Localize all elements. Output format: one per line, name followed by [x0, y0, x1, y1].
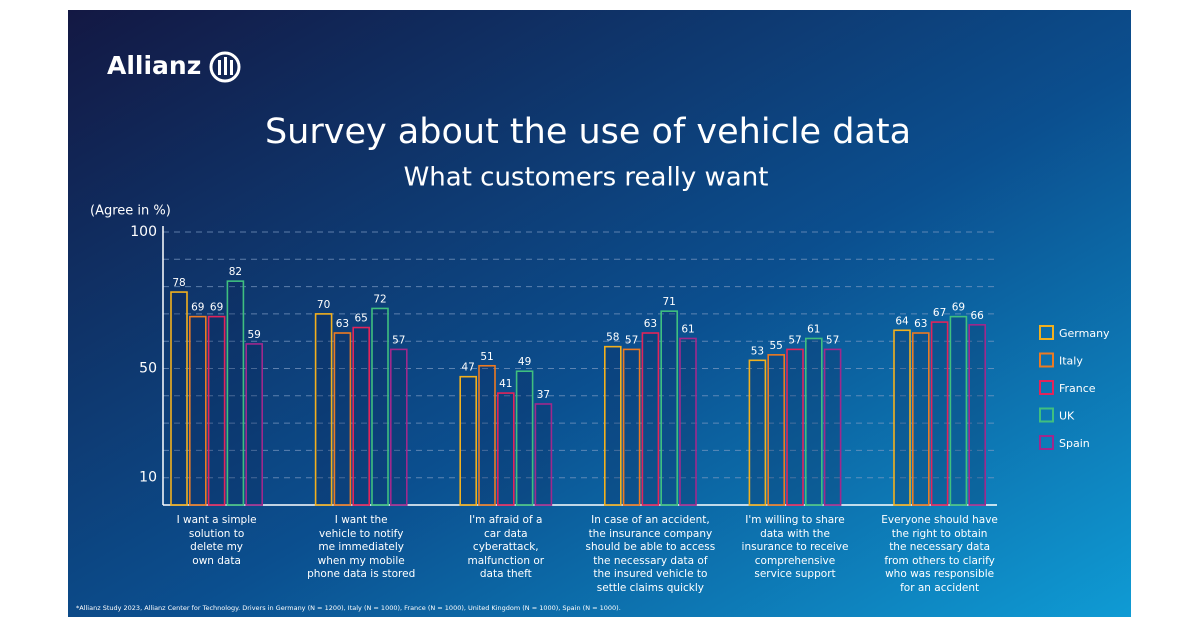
value-label: 51	[480, 351, 493, 363]
value-label: 61	[681, 323, 694, 335]
y-tick-label: 10	[139, 470, 157, 486]
value-label: 61	[807, 323, 820, 335]
y-tick-label: 100	[130, 224, 157, 240]
bar	[823, 348, 842, 506]
value-label: 69	[952, 302, 965, 314]
value-label: 57	[392, 334, 405, 346]
bar	[534, 403, 553, 506]
bar	[930, 321, 949, 506]
logo-icon	[209, 51, 241, 83]
title: Survey about the use of vehicle data	[265, 112, 911, 152]
value-label: 63	[644, 318, 657, 330]
value-label: 67	[933, 307, 946, 319]
legend-label: Spain	[1059, 437, 1090, 450]
category-label: In case of an accident, the insurance co…	[585, 514, 716, 594]
bar	[515, 370, 534, 506]
bar	[804, 337, 823, 506]
value-label: 71	[663, 296, 676, 308]
value-label: 69	[210, 302, 223, 314]
category-label: I want a simple solution to delete my ow…	[176, 514, 257, 567]
bar	[226, 280, 245, 506]
bar	[911, 332, 930, 506]
legend-swatch	[1039, 435, 1054, 450]
value-label: 70	[317, 299, 330, 311]
bar	[478, 364, 496, 506]
bar	[786, 348, 804, 506]
value-label: 82	[229, 266, 242, 278]
legend-swatch	[1039, 352, 1054, 368]
value-label: 72	[373, 293, 386, 305]
value-label: 57	[788, 334, 801, 346]
category-label: Everyone should have the right to obtain…	[881, 514, 998, 594]
value-label: 57	[826, 334, 839, 346]
value-label: 69	[191, 302, 204, 314]
bar	[352, 326, 371, 506]
value-label: 59	[248, 329, 261, 341]
bar	[189, 315, 207, 506]
bar	[622, 348, 641, 506]
bar	[459, 375, 478, 506]
value-label: 63	[914, 318, 927, 330]
value-label: 57	[625, 334, 638, 346]
value-label: 47	[462, 362, 475, 374]
value-label: 66	[971, 310, 985, 322]
bar	[371, 307, 389, 506]
bar	[748, 359, 767, 506]
legend-swatch	[1039, 380, 1054, 395]
bar	[641, 332, 660, 506]
category-label: I'm afraid of a car data cyberattack, ma…	[467, 514, 545, 581]
bar	[893, 329, 911, 506]
bar	[968, 324, 987, 506]
bar	[333, 332, 352, 506]
footnote: *Allianz Study 2023, Allianz Center for …	[76, 604, 621, 612]
legend-label: UK	[1059, 410, 1075, 423]
legend-swatch	[1039, 407, 1054, 423]
bar	[389, 348, 408, 506]
legend-label: Italy	[1059, 355, 1083, 368]
bar	[207, 315, 226, 506]
bar	[314, 313, 333, 506]
value-label: 58	[606, 332, 619, 344]
legend-swatch	[1039, 325, 1054, 340]
y-tick-label: 50	[139, 361, 157, 377]
value-label: 63	[336, 318, 349, 330]
value-label: 53	[751, 345, 764, 357]
bar	[660, 310, 679, 506]
value-label: 78	[172, 277, 185, 289]
value-label: 37	[537, 389, 550, 401]
value-label: 55	[770, 340, 783, 352]
value-label: 49	[518, 356, 531, 368]
subtitle: What customers really want	[404, 163, 769, 193]
bar	[245, 343, 263, 506]
bar	[767, 354, 786, 506]
value-label: 41	[499, 378, 512, 390]
bar	[679, 337, 697, 506]
value-label: 65	[355, 313, 368, 325]
bar	[603, 345, 622, 506]
category-label: I'm willing to share data with the insur…	[741, 514, 849, 581]
y-axis-label: (Agree in %)	[90, 204, 171, 219]
bar	[170, 291, 188, 506]
value-label: 64	[895, 315, 909, 327]
brand: Allianz	[107, 51, 201, 80]
bar	[496, 392, 515, 506]
legend-label: Germany	[1059, 327, 1110, 340]
bar	[949, 315, 968, 506]
legend-label: France	[1059, 382, 1096, 395]
category-label: I want the vehicle to notify me immediat…	[307, 514, 416, 581]
